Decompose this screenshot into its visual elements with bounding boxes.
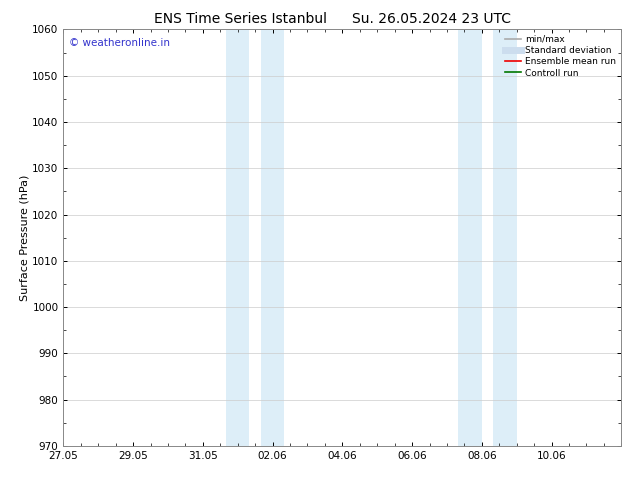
Bar	[261, 29, 284, 446]
Y-axis label: Surface Pressure (hPa): Surface Pressure (hPa)	[20, 174, 30, 301]
Bar	[458, 29, 482, 446]
Text: © weatheronline.in: © weatheronline.in	[69, 38, 170, 48]
Text: ENS Time Series Istanbul: ENS Time Series Istanbul	[155, 12, 327, 26]
Bar	[226, 29, 249, 446]
Legend: min/max, Standard deviation, Ensemble mean run, Controll run: min/max, Standard deviation, Ensemble me…	[501, 31, 619, 81]
Text: Su. 26.05.2024 23 UTC: Su. 26.05.2024 23 UTC	[352, 12, 510, 26]
Bar	[493, 29, 517, 446]
